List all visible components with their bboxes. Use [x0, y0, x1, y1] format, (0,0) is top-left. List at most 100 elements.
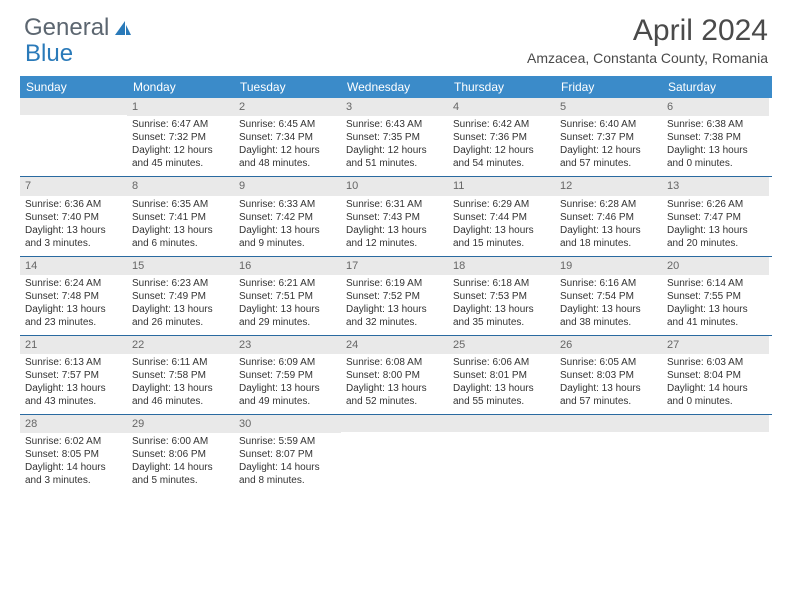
calendar-cell: 27Sunrise: 6:03 AMSunset: 8:04 PMDayligh…	[662, 336, 769, 414]
daylight-text: Daylight: 13 hours and 46 minutes.	[132, 382, 229, 408]
cell-body: Sunrise: 6:28 AMSunset: 7:46 PMDaylight:…	[555, 196, 662, 256]
cell-body	[555, 432, 662, 488]
calendar-cell: 7Sunrise: 6:36 AMSunset: 7:40 PMDaylight…	[20, 177, 127, 255]
cell-body: Sunrise: 6:02 AMSunset: 8:05 PMDaylight:…	[20, 433, 127, 493]
week-row: 28Sunrise: 6:02 AMSunset: 8:05 PMDayligh…	[20, 415, 772, 493]
calendar-cell: 8 Sunrise: 6:35 AMSunset: 7:41 PMDaylight…	[127, 177, 234, 255]
calendar-cell: 3Sunrise: 6:43 AMSunset: 7:35 PMDaylight…	[341, 98, 448, 176]
sunset-text: Sunset: 7:47 PM	[667, 211, 764, 224]
day-header-row: SundayMondayTuesdayWednesdayThursdayFrid…	[20, 76, 772, 98]
sunset-text: Sunset: 7:36 PM	[453, 131, 550, 144]
day-number: 12	[555, 177, 662, 195]
day-header-cell: Wednesday	[341, 76, 448, 98]
sunrise-text: Sunrise: 6:21 AM	[239, 277, 336, 290]
day-number: 5	[555, 98, 662, 116]
cell-body: Sunrise: 6:24 AMSunset: 7:48 PMDaylight:…	[20, 275, 127, 335]
sunrise-text: Sunrise: 6:35 AM	[132, 198, 229, 211]
cell-body	[341, 432, 448, 488]
sunset-text: Sunset: 8:04 PM	[667, 369, 764, 382]
day-number: 25	[448, 336, 555, 354]
day-number: 3	[341, 98, 448, 116]
day-number: 15	[127, 257, 234, 275]
logo: General	[24, 14, 133, 42]
sunset-text: Sunset: 7:43 PM	[346, 211, 443, 224]
daylight-text: Daylight: 12 hours and 54 minutes.	[453, 144, 550, 170]
calendar-cell: 22Sunrise: 6:11 AMSunset: 7:58 PMDayligh…	[127, 336, 234, 414]
sunset-text: Sunset: 7:37 PM	[560, 131, 657, 144]
day-number: 16	[234, 257, 341, 275]
title-block: April 2024 Amzacea, Constanta County, Ro…	[527, 14, 768, 66]
sunset-text: Sunset: 7:58 PM	[132, 369, 229, 382]
day-number	[341, 415, 448, 432]
cell-body: Sunrise: 6:40 AMSunset: 7:37 PMDaylight:…	[555, 116, 662, 176]
sunrise-text: Sunrise: 6:43 AM	[346, 118, 443, 131]
sunset-text: Sunset: 7:32 PM	[132, 131, 229, 144]
daylight-text: Daylight: 14 hours and 5 minutes.	[132, 461, 229, 487]
cell-body: Sunrise: 6:31 AMSunset: 7:43 PMDaylight:…	[341, 196, 448, 256]
daylight-text: Daylight: 13 hours and 29 minutes.	[239, 303, 336, 329]
cell-body: Sunrise: 6:26 AMSunset: 7:47 PMDaylight:…	[662, 196, 769, 256]
day-number: 1	[127, 98, 234, 116]
sunset-text: Sunset: 8:00 PM	[346, 369, 443, 382]
day-number: 22	[127, 336, 234, 354]
day-number	[448, 415, 555, 432]
cell-body: Sunrise: 6:43 AMSunset: 7:35 PMDaylight:…	[341, 116, 448, 176]
calendar-cell: 25Sunrise: 6:06 AMSunset: 8:01 PMDayligh…	[448, 336, 555, 414]
sunset-text: Sunset: 8:06 PM	[132, 448, 229, 461]
calendar-cell	[20, 98, 127, 176]
calendar-cell	[555, 415, 662, 493]
daylight-text: Daylight: 13 hours and 57 minutes.	[560, 382, 657, 408]
sunset-text: Sunset: 7:44 PM	[453, 211, 550, 224]
day-number: 30	[234, 415, 341, 433]
sunrise-text: Sunrise: 6:42 AM	[453, 118, 550, 131]
daylight-text: Daylight: 12 hours and 57 minutes.	[560, 144, 657, 170]
daylight-text: Daylight: 14 hours and 8 minutes.	[239, 461, 336, 487]
day-number: 27	[662, 336, 769, 354]
calendar-cell: 15Sunrise: 6:23 AMSunset: 7:49 PMDayligh…	[127, 257, 234, 335]
calendar-cell: 5Sunrise: 6:40 AMSunset: 7:37 PMDaylight…	[555, 98, 662, 176]
calendar-cell: 24Sunrise: 6:08 AMSunset: 8:00 PMDayligh…	[341, 336, 448, 414]
daylight-text: Daylight: 13 hours and 26 minutes.	[132, 303, 229, 329]
sunset-text: Sunset: 7:35 PM	[346, 131, 443, 144]
sunrise-text: Sunrise: 6:26 AM	[667, 198, 764, 211]
day-header-cell: Monday	[127, 76, 234, 98]
cell-body: Sunrise: 6:08 AMSunset: 8:00 PMDaylight:…	[341, 354, 448, 414]
day-number: 19	[555, 257, 662, 275]
sunset-text: Sunset: 7:41 PM	[132, 211, 229, 224]
daylight-text: Daylight: 13 hours and 15 minutes.	[453, 224, 550, 250]
day-number: 13	[662, 177, 769, 195]
sunset-text: Sunset: 7:53 PM	[453, 290, 550, 303]
cell-body: Sunrise: 6:23 AMSunset: 7:49 PMDaylight:…	[127, 275, 234, 335]
sunrise-text: Sunrise: 6:13 AM	[25, 356, 122, 369]
calendar-cell: 30Sunrise: 5:59 AMSunset: 8:07 PMDayligh…	[234, 415, 341, 493]
sunset-text: Sunset: 7:52 PM	[346, 290, 443, 303]
calendar-cell: 1Sunrise: 6:47 AMSunset: 7:32 PMDaylight…	[127, 98, 234, 176]
sunset-text: Sunset: 7:49 PM	[132, 290, 229, 303]
cell-body: Sunrise: 6:06 AMSunset: 8:01 PMDaylight:…	[448, 354, 555, 414]
page-title: April 2024	[527, 14, 768, 48]
calendar-cell: 13Sunrise: 6:26 AMSunset: 7:47 PMDayligh…	[662, 177, 769, 255]
sunrise-text: Sunrise: 6:24 AM	[25, 277, 122, 290]
cell-body: Sunrise: 6:16 AMSunset: 7:54 PMDaylight:…	[555, 275, 662, 335]
calendar-cell: 29Sunrise: 6:00 AMSunset: 8:06 PMDayligh…	[127, 415, 234, 493]
week-row: 1Sunrise: 6:47 AMSunset: 7:32 PMDaylight…	[20, 98, 772, 177]
sunrise-text: Sunrise: 6:00 AM	[132, 435, 229, 448]
calendar-cell: 16Sunrise: 6:21 AMSunset: 7:51 PMDayligh…	[234, 257, 341, 335]
cell-body: Sunrise: 6:11 AMSunset: 7:58 PMDaylight:…	[127, 354, 234, 414]
sunset-text: Sunset: 8:07 PM	[239, 448, 336, 461]
week-row: 21Sunrise: 6:13 AMSunset: 7:57 PMDayligh…	[20, 336, 772, 415]
sunset-text: Sunset: 7:55 PM	[667, 290, 764, 303]
calendar-cell: 11Sunrise: 6:29 AMSunset: 7:44 PMDayligh…	[448, 177, 555, 255]
calendar-cell: 20Sunrise: 6:14 AMSunset: 7:55 PMDayligh…	[662, 257, 769, 335]
calendar-cell: 17Sunrise: 6:19 AMSunset: 7:52 PMDayligh…	[341, 257, 448, 335]
cell-body: Sunrise: 6:42 AMSunset: 7:36 PMDaylight:…	[448, 116, 555, 176]
daylight-text: Daylight: 13 hours and 6 minutes.	[132, 224, 229, 250]
day-number: 8	[127, 177, 234, 195]
cell-body: Sunrise: 6:21 AMSunset: 7:51 PMDaylight:…	[234, 275, 341, 335]
daylight-text: Daylight: 13 hours and 49 minutes.	[239, 382, 336, 408]
daylight-text: Daylight: 13 hours and 32 minutes.	[346, 303, 443, 329]
sunset-text: Sunset: 8:01 PM	[453, 369, 550, 382]
cell-body: Sunrise: 6:29 AMSunset: 7:44 PMDaylight:…	[448, 196, 555, 256]
daylight-text: Daylight: 13 hours and 41 minutes.	[667, 303, 764, 329]
daylight-text: Daylight: 12 hours and 48 minutes.	[239, 144, 336, 170]
